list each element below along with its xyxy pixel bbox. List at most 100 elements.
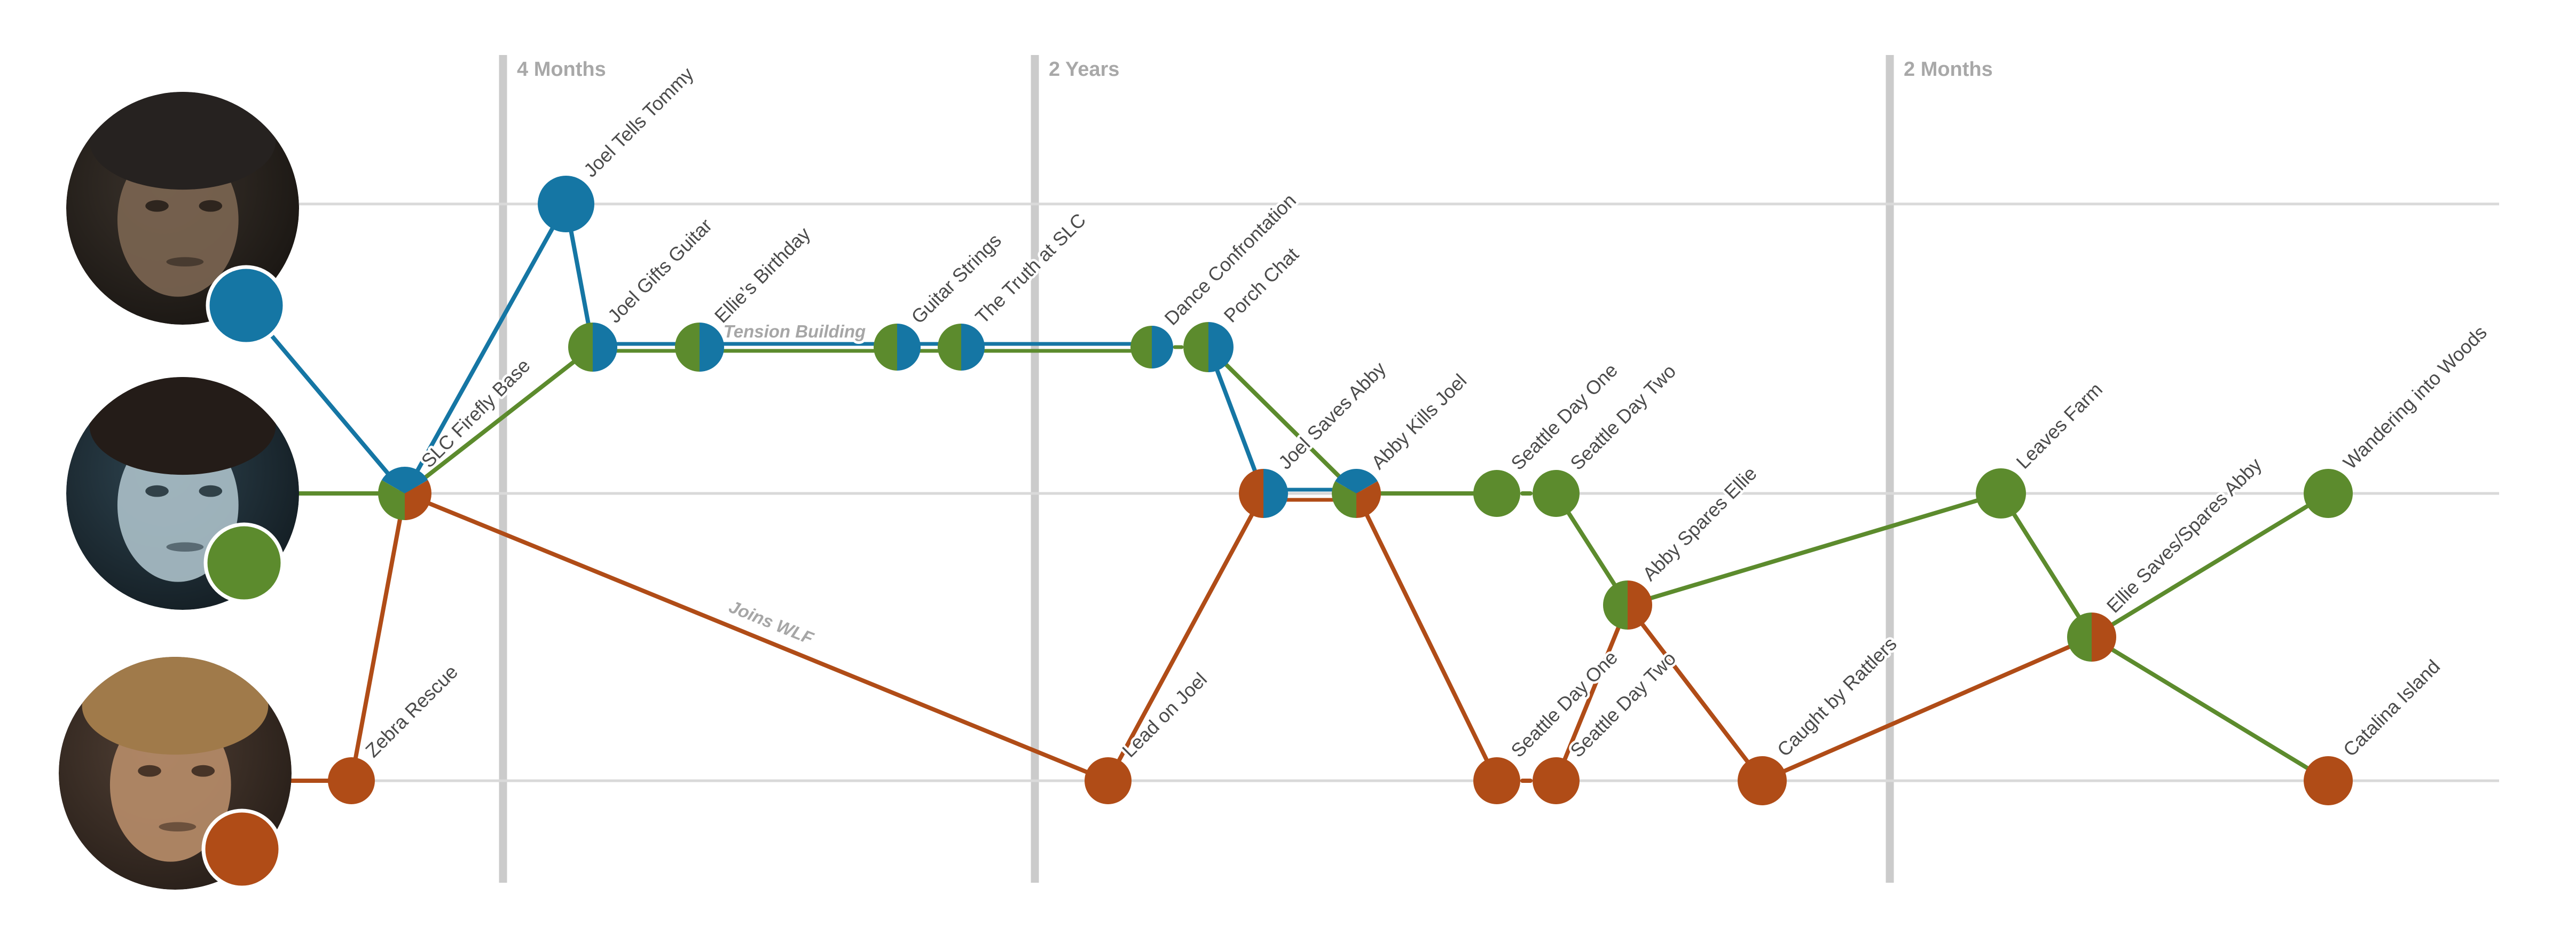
avatar-hair bbox=[89, 92, 276, 190]
event-node-ellies-birthday[interactable] bbox=[675, 323, 724, 372]
node-half-right bbox=[1628, 580, 1652, 630]
node-half-right bbox=[961, 324, 985, 371]
story-edge-porch-to-saves-blue bbox=[1206, 345, 1266, 496]
event-node-seattle-day-one-abby[interactable] bbox=[1473, 757, 1520, 804]
event-node-zebra-rescue[interactable] bbox=[328, 757, 375, 804]
node-label-seattle-day-two-abby: Seattle Day Two bbox=[1566, 647, 1680, 762]
node-label-catalina-island: Catalina Island bbox=[2339, 655, 2444, 760]
node-label-lead-on-joel: Lead on Joel bbox=[1118, 668, 1211, 762]
story-edge-joel-avatar-to-slc bbox=[244, 303, 407, 496]
avatar-eye-left bbox=[138, 765, 161, 777]
time-divider bbox=[499, 55, 507, 883]
node-half-left bbox=[675, 323, 700, 372]
node-label-ellies-birthday: Ellie’s Birthday bbox=[710, 223, 814, 327]
node-label-abby-spares-ellie: Abby Spares Ellie bbox=[1638, 462, 1761, 585]
node-half-left bbox=[1239, 469, 1263, 518]
event-node-abby-spares-ellie[interactable] bbox=[1603, 580, 1652, 630]
node-label-joel-gifts-guitar: Joel Gifts Guitar bbox=[603, 214, 716, 327]
event-node-slc-firefly-base[interactable] bbox=[378, 467, 431, 520]
node-half-right bbox=[2092, 613, 2116, 662]
story-edge-slc-to-lead-joins-wlf bbox=[403, 491, 1110, 783]
edge-labels-layer: Tension Building Joins WLF bbox=[721, 319, 868, 651]
event-node-joel-gifts-guitar[interactable] bbox=[568, 323, 617, 372]
story-edge-leaves-to-ellie-saves bbox=[1999, 491, 2094, 639]
edge-label: Tension Building bbox=[724, 321, 866, 341]
avatar-mouth bbox=[166, 542, 204, 552]
avatar-eye-left bbox=[145, 200, 169, 212]
node-circle bbox=[1976, 468, 2026, 519]
event-node-catalina-island[interactable] bbox=[2304, 756, 2353, 805]
avatar-mouth bbox=[166, 257, 204, 266]
event-node-abby-kills-joel[interactable] bbox=[1332, 469, 1381, 518]
node-label-seattle-day-one-ellie: Seattle Day One bbox=[1506, 359, 1622, 474]
edge-label: Joins WLF bbox=[726, 596, 816, 648]
node-half-left bbox=[874, 324, 897, 371]
event-node-guitar-strings[interactable] bbox=[874, 324, 921, 371]
event-node-lead-on-joel[interactable] bbox=[1085, 757, 1132, 804]
event-node-wandering-into-woods[interactable] bbox=[2304, 469, 2353, 518]
story-edge-spares-to-rattlers bbox=[1625, 603, 1764, 783]
event-node-the-truth-at-slc[interactable] bbox=[938, 324, 985, 371]
node-circle bbox=[1085, 757, 1132, 804]
event-node-leaves-farm[interactable] bbox=[1976, 468, 2026, 519]
time-dividers-layer: 4 Months 2 Years 2 Months bbox=[499, 55, 1993, 883]
character-dot-abby[interactable] bbox=[201, 808, 282, 890]
node-wedge-right bbox=[1356, 481, 1381, 518]
node-circle bbox=[1473, 470, 1520, 517]
character-dot-ellie[interactable] bbox=[203, 522, 285, 603]
node-half-left bbox=[2067, 613, 2092, 662]
node-wedge-left bbox=[1332, 481, 1356, 518]
avatar-eye-right bbox=[191, 765, 215, 777]
story-edge-ellie-saves-to-wandering bbox=[2090, 491, 2330, 639]
avatar-hair bbox=[82, 657, 269, 755]
avatar-hair bbox=[89, 377, 276, 475]
event-node-joel-saves-abby[interactable] bbox=[1239, 469, 1288, 518]
node-circle bbox=[2304, 756, 2353, 805]
node-circle bbox=[1473, 757, 1520, 804]
avatar-mouth bbox=[159, 822, 197, 831]
period-label: 4 Months bbox=[517, 58, 606, 81]
node-label-wandering-into-woods: Wandering into Woods bbox=[2339, 321, 2491, 473]
time-divider bbox=[1031, 55, 1039, 883]
event-node-seattle-day-two-ellie[interactable] bbox=[1533, 470, 1580, 517]
avatar-eye-left bbox=[145, 485, 169, 497]
story-edge-seattle2-to-spares-orange bbox=[1554, 603, 1630, 783]
event-node-caught-by-rattlers[interactable] bbox=[1738, 756, 1787, 805]
story-edge-spares-to-leaves-farm bbox=[1625, 491, 2003, 607]
node-label-caught-by-rattlers: Caught by Rattlers bbox=[1773, 633, 1901, 761]
node-half-left bbox=[568, 323, 593, 372]
period-label: 2 Years bbox=[1049, 58, 1119, 81]
story-edge-lead-to-saves bbox=[1106, 491, 1266, 783]
character-dot-joel[interactable] bbox=[206, 265, 287, 346]
avatar-eye-right bbox=[199, 485, 223, 497]
story-edge-kills-to-seattle1-orange bbox=[1354, 491, 1499, 783]
node-label-abby-kills-joel: Abby Kills Joel bbox=[1367, 370, 1471, 474]
story-edge-zebra-to-slc bbox=[349, 491, 407, 783]
event-node-porch-chat[interactable] bbox=[1183, 322, 1234, 372]
node-half-left bbox=[938, 324, 961, 371]
time-divider bbox=[1886, 55, 1894, 883]
story-edge-porch-to-kills-green bbox=[1206, 345, 1358, 496]
story-edge-slc-to-gifts-green bbox=[403, 345, 595, 496]
event-node-joel-tells-tommy[interactable] bbox=[538, 176, 594, 232]
node-wedge-left bbox=[378, 480, 405, 520]
event-node-seattle-day-two-abby[interactable] bbox=[1533, 757, 1580, 804]
node-label-seattle-day-two-ellie: Seattle Day Two bbox=[1566, 360, 1680, 474]
node-label-leaves-farm: Leaves Farm bbox=[2012, 378, 2107, 473]
nodes-layer bbox=[328, 176, 2353, 805]
event-node-seattle-day-one-ellie[interactable] bbox=[1473, 470, 1520, 517]
node-half-right bbox=[897, 324, 921, 371]
node-half-right bbox=[1152, 326, 1173, 368]
node-half-right bbox=[700, 323, 724, 372]
node-half-left bbox=[1603, 580, 1628, 630]
node-half-right bbox=[593, 323, 617, 372]
avatars-layer bbox=[59, 92, 299, 890]
event-node-dance-confrontation[interactable] bbox=[1130, 326, 1173, 368]
node-wedge-top bbox=[1335, 469, 1378, 493]
node-circle bbox=[2304, 469, 2353, 518]
avatar-eye-right bbox=[199, 200, 223, 212]
node-half-right bbox=[1208, 322, 1234, 372]
event-node-ellie-saves-spares-abby[interactable] bbox=[2067, 613, 2116, 662]
